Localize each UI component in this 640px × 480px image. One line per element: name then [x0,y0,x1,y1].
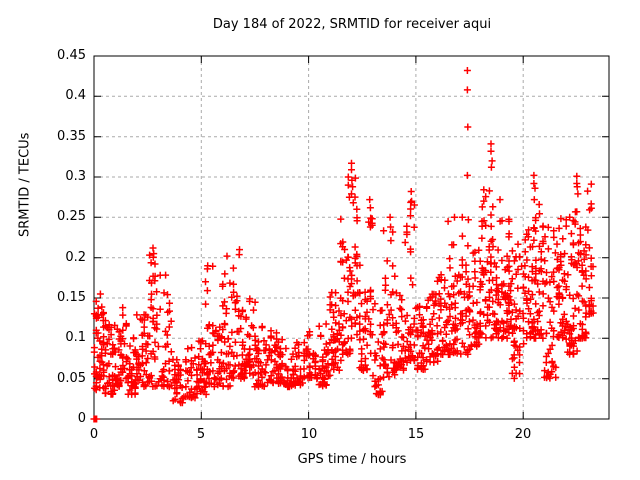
plot-border [93,55,610,420]
y-tick-label: 0 [77,411,86,426]
y-tick-label: 0.05 [57,371,86,386]
y-tick-label: 0.3 [65,169,86,184]
x-tick-label: 5 [196,427,206,442]
y-tick-label: 0.4 [65,88,86,103]
y-tick-label: 0.1 [65,330,86,345]
y-tick-label: 0.15 [57,290,86,305]
y-tick-label: 0.2 [65,250,86,265]
x-tick-label: 15 [407,427,425,442]
x-axis-label: GPS time / hours [297,452,407,467]
y-tick-label: 0.35 [57,129,86,144]
y-tick-label: 0.45 [57,48,86,63]
scatter-points [90,67,597,423]
x-tick-label: 0 [89,427,99,442]
gridlines [94,56,609,419]
y-tick-label: 0.25 [57,209,86,224]
chart-title: Day 184 of 2022, SRMTID for receiver aqu… [212,17,492,32]
x-tick-label: 10 [300,427,318,442]
x-tick-label: 20 [514,427,532,442]
